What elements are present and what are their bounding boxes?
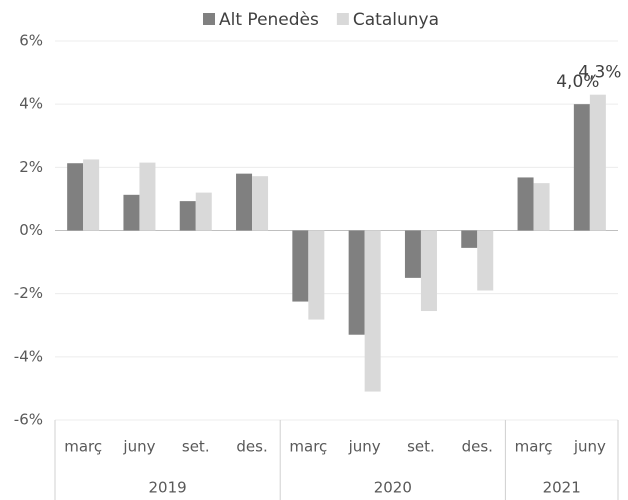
data-label: 4,0% [556, 72, 599, 92]
bar [364, 230, 381, 392]
x-tick-label: des. [462, 438, 493, 456]
x-tick-label: juny [348, 438, 381, 456]
bar [533, 183, 550, 231]
bar [404, 230, 421, 278]
x-tick-label: març [289, 438, 327, 456]
legend-swatch [336, 13, 349, 25]
x-group-label: 2020 [374, 479, 412, 497]
x-tick-label: març [64, 438, 102, 456]
bar [420, 230, 437, 312]
x-group-label: 2021 [543, 479, 581, 497]
y-tick-label: 4% [19, 95, 43, 113]
bar [348, 230, 365, 335]
legend-text: Alt Penedès [219, 10, 319, 30]
bar [589, 94, 606, 231]
x-tick-label: set. [407, 438, 435, 456]
bar [252, 176, 269, 231]
bar [195, 192, 212, 231]
bar [83, 159, 100, 231]
legend-swatch [203, 13, 215, 25]
x-group-label: 2019 [149, 479, 187, 497]
bar [236, 173, 253, 231]
y-tick-label: 0% [19, 221, 43, 239]
y-tick-label: 6% [19, 32, 43, 50]
bar [461, 230, 478, 248]
x-tick-label: juny [122, 438, 155, 456]
x-tick-label: març [515, 438, 553, 456]
bar [139, 162, 156, 231]
legend-text: Catalunya [353, 10, 439, 30]
bar [179, 201, 196, 231]
bar [477, 230, 494, 291]
bar [67, 163, 84, 231]
bar [123, 194, 140, 231]
x-tick-label: set. [182, 438, 210, 456]
bar [292, 230, 309, 302]
x-tick-label: des. [236, 438, 267, 456]
bar [308, 230, 325, 320]
x-tick-label: juny [573, 438, 606, 456]
y-tick-label: -2% [14, 284, 43, 302]
y-tick-label: -6% [14, 411, 43, 429]
y-tick-label: -4% [14, 347, 43, 365]
data-label: 4,3% [578, 63, 621, 83]
bar [573, 104, 590, 231]
bar [517, 177, 534, 231]
y-tick-label: 2% [19, 158, 43, 176]
